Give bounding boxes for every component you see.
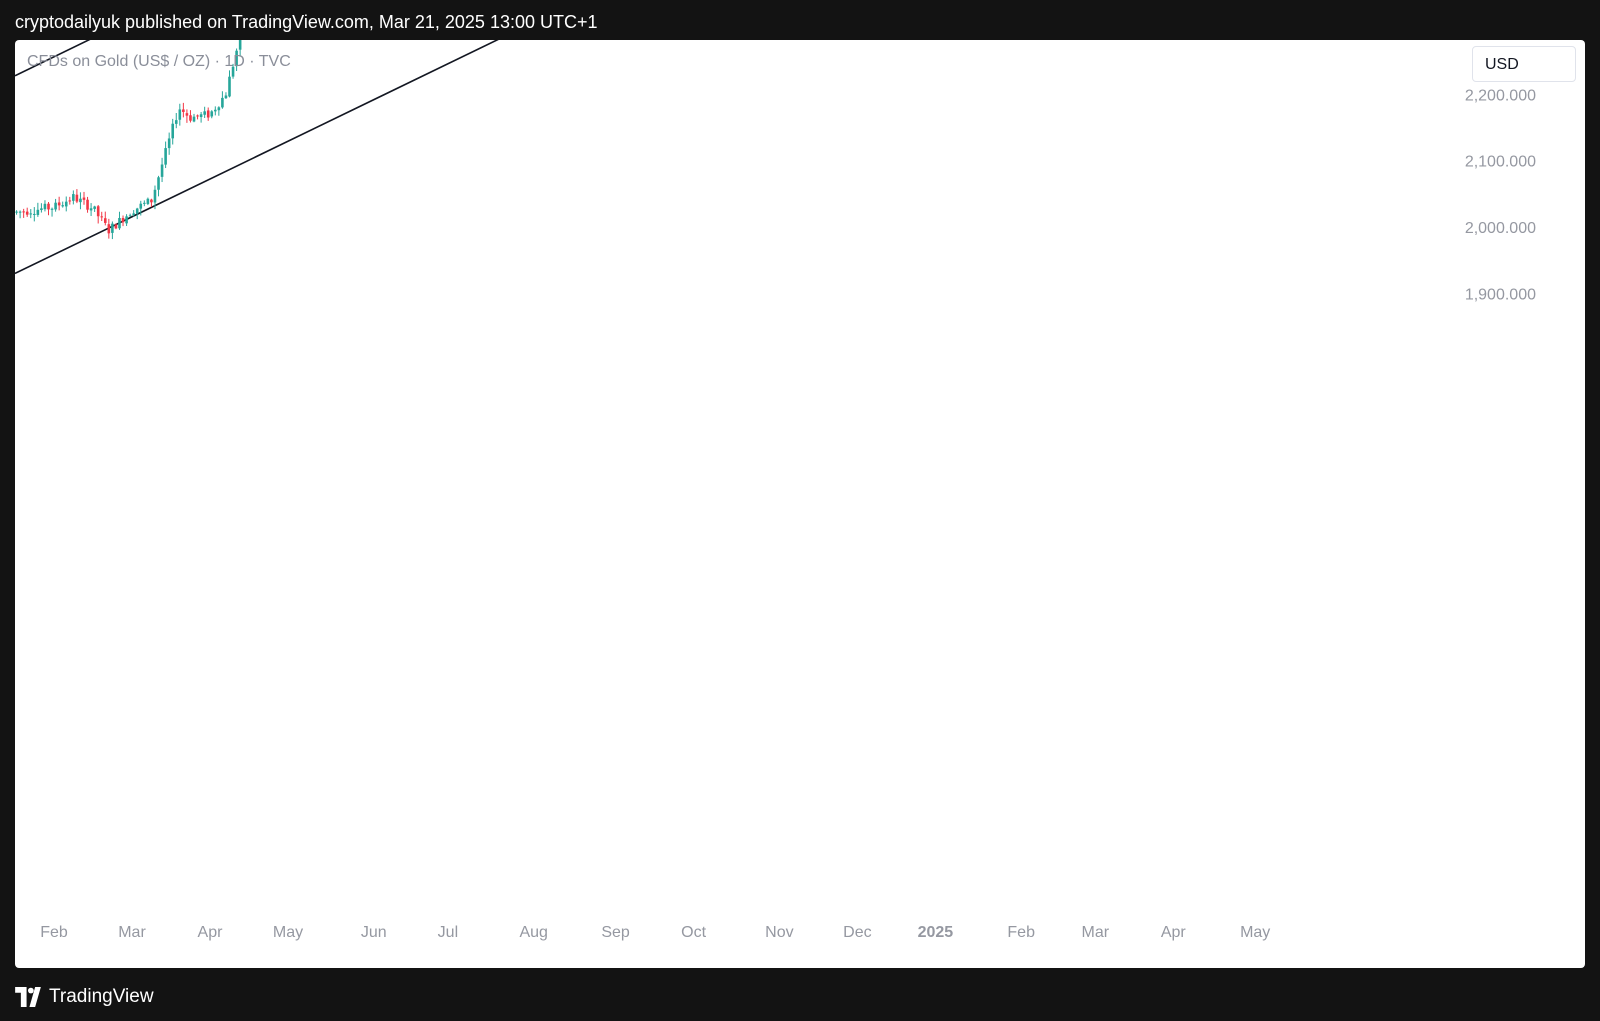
x-axis-tick-label: Oct xyxy=(681,924,706,941)
tradingview-logo-icon xyxy=(15,987,41,1007)
candle-body xyxy=(72,194,75,201)
x-axis-tick-label: May xyxy=(1240,924,1270,941)
candle-body xyxy=(18,211,22,213)
candle-body xyxy=(79,198,82,203)
candle-body xyxy=(93,206,96,209)
candle-body xyxy=(174,120,178,124)
candle-body xyxy=(206,110,210,118)
candle-body xyxy=(40,208,43,211)
candle-body xyxy=(54,202,57,210)
candle-body xyxy=(182,109,185,112)
chart-pane[interactable]: 1,900.0002,000.0002,100.0002,200.0002,30… xyxy=(15,40,1585,968)
candle-body xyxy=(143,202,146,204)
y-axis-tick-label: 2,000.000 xyxy=(1465,220,1536,237)
candle-body xyxy=(164,148,167,165)
candle-body xyxy=(121,218,125,223)
candle-body xyxy=(36,209,40,215)
candle-body xyxy=(185,113,189,116)
candle-body xyxy=(82,197,86,200)
y-axis-tick-label: 1,900.000 xyxy=(1465,286,1536,303)
footer-brand: TradingView xyxy=(15,982,154,1012)
candle-body xyxy=(118,217,121,229)
price-chart[interactable]: 1,900.0002,000.0002,100.0002,200.0002,30… xyxy=(15,40,1585,968)
x-axis-tick-label: Jul xyxy=(438,924,458,941)
x-axis-tick-label: Mar xyxy=(118,924,146,941)
candle-body xyxy=(192,116,196,122)
y-axis-tick-label: 2,200.000 xyxy=(1465,87,1536,104)
candle-body xyxy=(199,114,203,118)
candle-body xyxy=(50,208,54,210)
candle-body xyxy=(103,218,107,223)
candle-body xyxy=(33,213,36,215)
candle-body xyxy=(153,189,157,203)
x-axis-tick-label: Feb xyxy=(1007,924,1035,941)
y-axis-tick-label: 2,100.000 xyxy=(1465,154,1536,171)
candle-body xyxy=(68,200,72,202)
candle-body xyxy=(57,202,61,206)
candle-body xyxy=(114,224,118,229)
candle-body xyxy=(203,111,206,115)
candle-body xyxy=(61,205,64,207)
x-axis-tick-label: 2025 xyxy=(918,924,954,941)
x-axis-tick-label: Sep xyxy=(601,924,630,941)
candle-body xyxy=(132,213,135,216)
candle-body xyxy=(167,138,171,149)
x-axis-tick-label: Apr xyxy=(1161,924,1187,941)
currency-button[interactable]: USD xyxy=(1472,46,1576,82)
x-axis-tick-label: Nov xyxy=(765,924,793,941)
candle-body xyxy=(107,224,111,234)
trendline-2 xyxy=(15,40,499,275)
candle-body xyxy=(139,203,143,209)
candle-body xyxy=(29,213,33,215)
candle-body xyxy=(214,109,217,112)
candle-body xyxy=(231,66,235,77)
published-line: cryptodailyuk published on TradingView.c… xyxy=(15,12,598,32)
candle-body xyxy=(43,203,47,210)
x-axis-tick-label: Dec xyxy=(843,924,871,941)
candle-body xyxy=(160,164,164,177)
candle-body xyxy=(189,115,192,121)
x-axis-tick-label: May xyxy=(273,924,303,941)
candle-body xyxy=(47,203,50,210)
candle-body xyxy=(135,208,139,214)
candle-body xyxy=(86,199,89,210)
x-axis-tick-label: Jun xyxy=(361,924,387,941)
candle-body xyxy=(171,123,175,139)
x-axis-tick-label: Mar xyxy=(1082,924,1110,941)
x-axis-tick-label: Apr xyxy=(198,924,224,941)
candle-body xyxy=(25,211,29,215)
x-axis-tick-label: Aug xyxy=(519,924,547,941)
candle-body xyxy=(210,111,214,117)
candle-body xyxy=(64,201,68,207)
publish-header: cryptodailyuk published on TradingView.c… xyxy=(0,0,1600,40)
candle-body xyxy=(224,95,228,99)
candle-body xyxy=(22,211,25,213)
candle-body xyxy=(228,76,231,97)
candle-body xyxy=(125,216,128,224)
symbol-legend: CFDs on Gold (US$ / OZ) · 1D · TVC xyxy=(27,53,291,70)
candle-body xyxy=(178,109,182,120)
candle-body xyxy=(221,97,224,108)
candle-body xyxy=(75,194,79,202)
candle-body xyxy=(89,208,93,211)
candle-body xyxy=(196,115,199,117)
candle-body xyxy=(111,223,114,233)
candle-body xyxy=(238,40,242,50)
candle-body xyxy=(15,211,18,213)
candle-body xyxy=(235,50,238,67)
candle-body xyxy=(217,107,221,111)
candle-body xyxy=(157,177,160,190)
candle-body xyxy=(150,199,153,203)
candles-group xyxy=(15,40,242,240)
candle-body xyxy=(96,206,100,217)
candle-body xyxy=(128,215,132,217)
candle-body xyxy=(100,216,104,218)
candle-body xyxy=(146,198,150,204)
x-axis-tick-label: Feb xyxy=(40,924,68,941)
brand-name: TradingView xyxy=(49,986,154,1007)
